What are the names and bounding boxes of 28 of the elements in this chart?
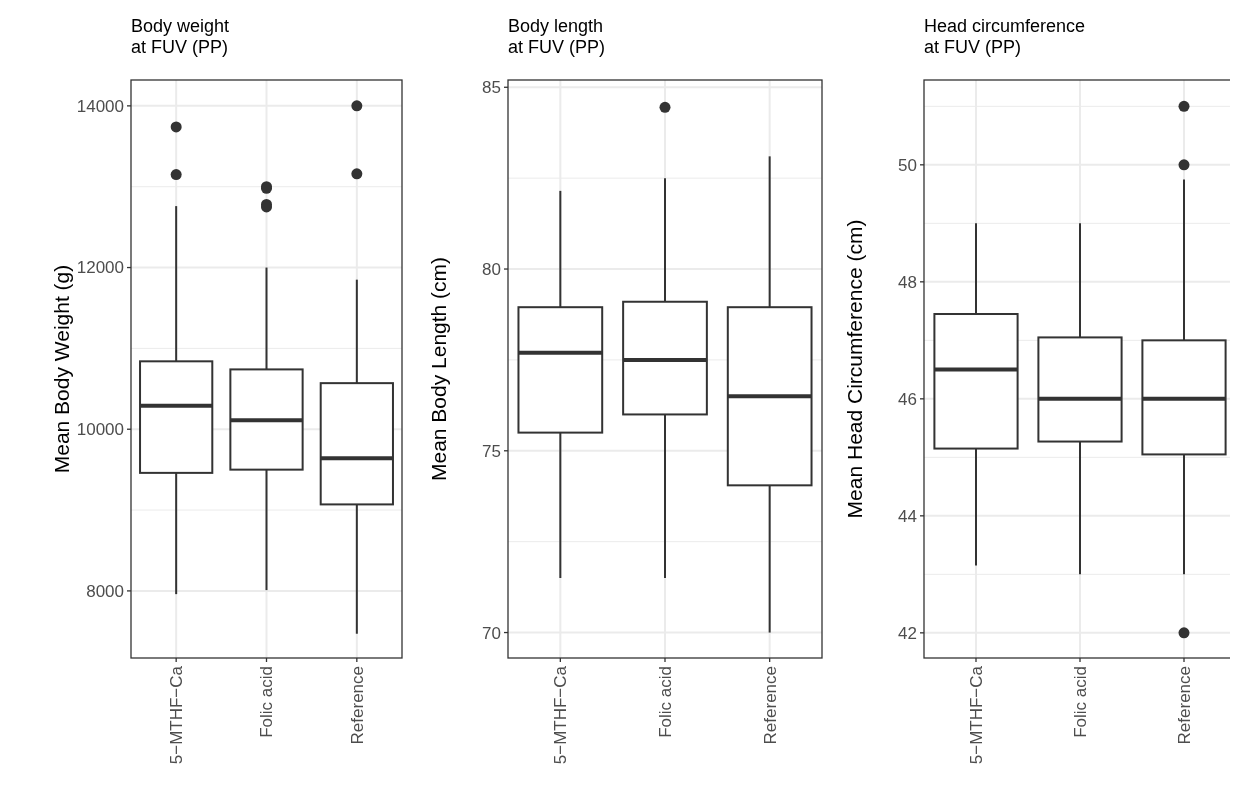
x-tick-label: Folic acid	[655, 666, 675, 738]
x-tick-label: 5−MTHF−Ca	[551, 665, 571, 765]
y-tick-label: 10000	[76, 420, 124, 440]
y-tick-label: 48	[898, 272, 917, 292]
x-tick-label: Reference	[1174, 666, 1194, 745]
chart-title: Head circumference at FUV (PP)	[924, 16, 1086, 57]
y-axis-title: Mean Head Circumference (cm)	[843, 219, 866, 519]
y-tick-label: 46	[898, 389, 917, 409]
y-tick-label: 14000	[76, 96, 124, 116]
chart-title: Body weight at FUV (PP)	[131, 16, 230, 57]
y-tick-label: 12000	[76, 258, 124, 278]
y-tick-label: 44	[898, 506, 917, 526]
x-tick-label: Reference	[760, 666, 780, 745]
y-tick-label: 80	[482, 259, 501, 279]
y-tick-label: 75	[482, 441, 501, 461]
y-tick-label: 8000	[86, 581, 124, 601]
y-tick-label: 70	[482, 623, 501, 643]
y-tick-label: 85	[482, 78, 501, 98]
x-tick-label: Folic acid	[1070, 666, 1090, 738]
y-axis-title: Mean Body Weight (g)	[50, 264, 73, 474]
y-tick-label: 42	[898, 623, 917, 643]
x-tick-label: Folic acid	[257, 666, 277, 738]
chart-title: Body length at FUV (PP)	[508, 16, 606, 57]
x-tick-label: 5−MTHF−Ca	[167, 665, 187, 765]
y-axis-title: Mean Body Length (cm)	[427, 256, 450, 482]
x-tick-label: 5−MTHF−Ca	[966, 665, 986, 765]
y-tick-label: 50	[898, 155, 917, 175]
x-tick-label: Reference	[347, 666, 367, 745]
